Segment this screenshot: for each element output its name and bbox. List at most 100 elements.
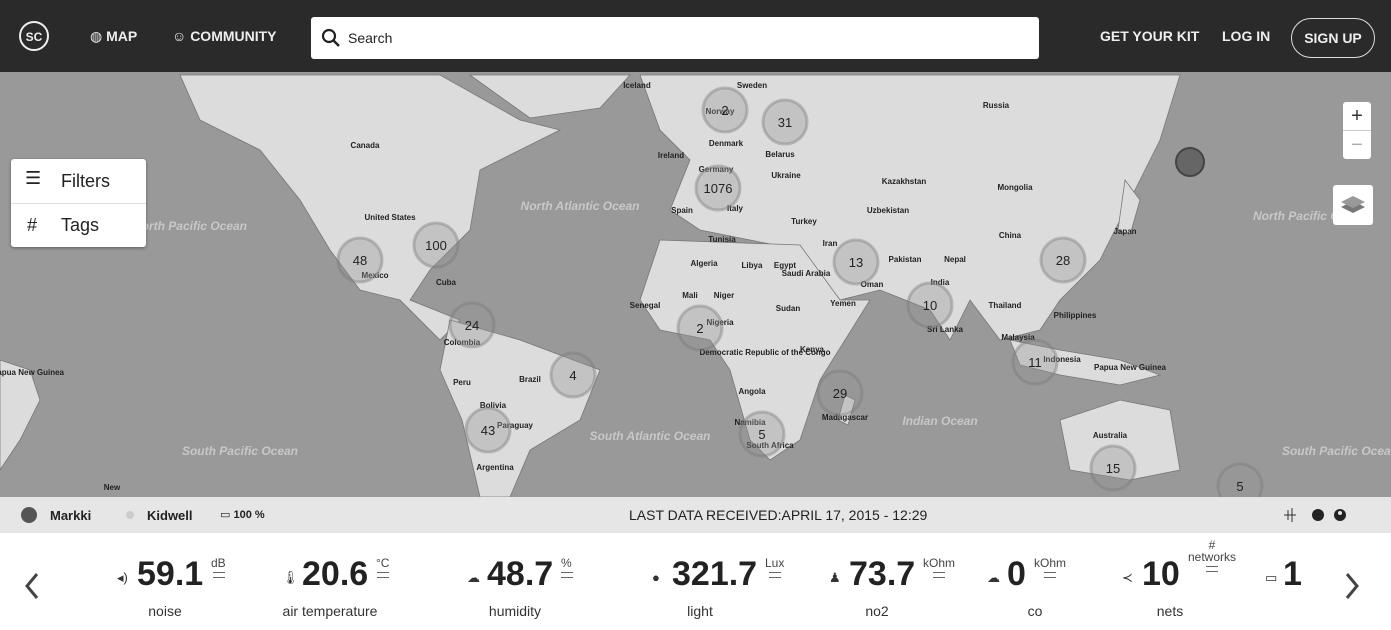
search-box[interactable]: Search <box>311 17 1039 59</box>
map-canvas: Iceland Sweden Russia Norway Denmark Ireland B… <box>0 72 1391 497</box>
reading[interactable]: 🌡 20.6 °C air temperature <box>260 533 400 630</box>
reading-value: 48.7 <box>487 555 554 593</box>
reading-label: humidity <box>488 603 542 619</box>
reading[interactable]: ● 321.7 Lux light <box>630 533 784 630</box>
filters-button[interactable]: ☰ Filters <box>11 159 146 204</box>
reading-icon: ☁ <box>987 570 1000 585</box>
reading-value: 59.1 <box>137 555 204 593</box>
nav-map[interactable]: ◍ MAP <box>90 28 138 44</box>
country-label: Papua New Guinea <box>1094 363 1167 372</box>
unit-divider <box>560 572 573 578</box>
reading[interactable]: ☁ 48.7% humidity <box>445 533 585 630</box>
cluster-marker <box>1011 338 1059 386</box>
reading-label: light <box>687 603 713 619</box>
country-label: Malaysia <box>1001 333 1035 342</box>
country-label: Peru <box>453 378 471 387</box>
cluster-count: 5 <box>1236 479 1243 494</box>
device-name[interactable]: Markki <box>50 508 92 523</box>
reading-unit: Lux <box>765 556 785 570</box>
top-nav: SC ◍ MAP ☺ COMMUNITY Search GET YOUR KIT… <box>0 0 1391 72</box>
cluster-marker <box>412 221 460 269</box>
country-label: Tunisia <box>708 235 736 244</box>
country-label: Ukraine <box>771 171 801 180</box>
reading[interactable]: ☁ 0 kOhm co <box>965 533 1105 630</box>
country-label: Pakistan <box>889 255 922 264</box>
owner-name[interactable]: Kidwell <box>147 508 193 523</box>
cluster-marker <box>1216 462 1264 497</box>
country-label: Thailand <box>989 301 1022 310</box>
cluster-count: 31 <box>778 115 792 130</box>
nav-community[interactable]: ☺ COMMUNITY <box>172 28 277 44</box>
sign-up[interactable]: SIGN UP <box>1291 18 1375 58</box>
reading-value: 10 <box>1142 555 1180 593</box>
map[interactable]: Iceland Sweden Russia Norway Denmark Ireland B… <box>0 72 1391 497</box>
reading-unit: # networks <box>1188 538 1237 564</box>
logo-text: SC <box>26 30 43 44</box>
reading-icon: ≺ <box>1122 570 1133 585</box>
layers-icon <box>1341 196 1365 213</box>
country-label: Paraguay <box>497 421 534 430</box>
country-label: Bolivia <box>480 401 507 410</box>
cluster-count: 48 <box>353 253 367 268</box>
reading-icon: ◂) <box>117 570 128 585</box>
cluster-marker <box>549 351 597 399</box>
reading[interactable]: ▭ 1 <box>1225 533 1365 630</box>
country-label: Sudan <box>776 304 801 313</box>
country-label: Sweden <box>737 81 767 90</box>
unit-divider <box>212 572 225 578</box>
cluster-count: 11 <box>1028 355 1042 370</box>
country-label: Iran <box>823 239 838 248</box>
layers-button[interactable] <box>1333 185 1373 225</box>
country-label: Kenya <box>800 345 825 354</box>
next-arrow[interactable] <box>1342 571 1362 601</box>
zoom-in[interactable]: + <box>1343 102 1371 131</box>
country-label: Yemen <box>830 299 856 308</box>
cluster-count: 24 <box>465 318 479 333</box>
cluster-marker <box>701 86 749 134</box>
cluster-marker <box>738 410 786 458</box>
cluster-marker <box>464 406 512 454</box>
reading-icon: ☁ <box>467 570 480 585</box>
cluster-marker <box>694 164 742 212</box>
get-kit[interactable]: GET YOUR KIT <box>1100 28 1200 44</box>
country-label: Philippines <box>1054 311 1097 320</box>
reading-label: nets <box>1156 603 1184 619</box>
cluster-count: 100 <box>425 238 447 253</box>
country-label: Algeria <box>690 259 718 268</box>
country-label: Brazil <box>519 375 541 384</box>
country-label: Oman <box>861 280 884 289</box>
country-label: Indonesia <box>1043 355 1081 364</box>
log-in[interactable]: LOG IN <box>1222 28 1271 44</box>
ocean-label: South Pacific Ocean <box>1282 444 1391 458</box>
reading-icon: ● <box>652 570 660 585</box>
cluster-count: 28 <box>1056 253 1070 268</box>
reading-unit: dB <box>211 556 226 570</box>
unit-divider <box>1044 572 1056 578</box>
cluster-count: 5 <box>758 427 765 442</box>
tags-button[interactable]: # Tags <box>11 203 146 247</box>
zoom-out[interactable]: − <box>1343 131 1371 159</box>
country-label: Italy <box>727 204 744 213</box>
country-label: Angola <box>738 387 766 396</box>
country-label: Argentina <box>476 463 514 472</box>
reading-unit: kOhm <box>923 556 956 570</box>
reading[interactable]: ♟ 73.7 kOhm no2 <box>807 533 955 630</box>
cluster-count: 2 <box>721 103 728 118</box>
country-label: Uzbekistan <box>867 206 909 215</box>
reading[interactable]: ≺ 10 # networks nets <box>1100 533 1240 630</box>
country-label: Kazakhstan <box>882 177 927 186</box>
country-label: Papua New Guinea <box>0 368 65 377</box>
filters-panel: ☰ Filters # Tags <box>11 159 146 247</box>
country-label: Niger <box>714 291 734 300</box>
reading[interactable]: ◂) 59.1 dB noise <box>95 533 235 630</box>
reading-value: 0 <box>1007 555 1026 593</box>
prev-arrow[interactable] <box>22 571 42 601</box>
unit-divider <box>768 572 781 578</box>
cluster-marker <box>761 98 809 146</box>
country-label: China <box>999 231 1022 240</box>
logo[interactable]: SC <box>16 18 52 54</box>
cluster-count: 4 <box>569 368 576 383</box>
search-icon <box>321 28 340 47</box>
status-bar: Markki Kidwell ▭ 100 % LAST DATA RECEIVE… <box>0 497 1391 533</box>
